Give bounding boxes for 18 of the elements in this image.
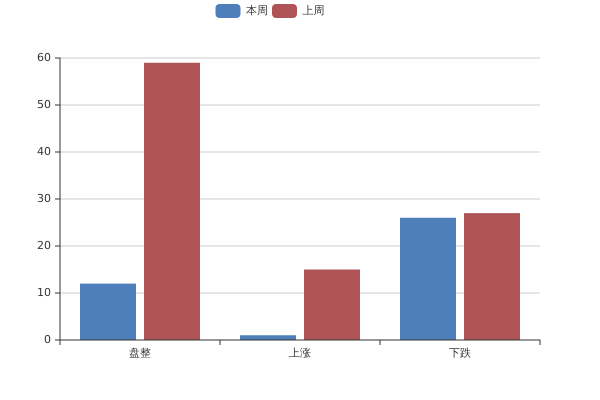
y-tick-label: 10 <box>37 286 51 299</box>
y-tick-label: 20 <box>37 238 51 252</box>
bar <box>400 218 456 340</box>
x-tick-label: 上涨 <box>289 346 311 360</box>
y-tick-label: 40 <box>37 144 51 158</box>
legend-label: 上周 <box>302 4 324 17</box>
y-tick-label: 30 <box>37 192 51 205</box>
y-tick-label: 60 <box>37 50 51 64</box>
bar <box>80 284 136 340</box>
y-tick-label: 0 <box>44 332 51 346</box>
bar <box>144 62 200 340</box>
legend-label: 本周 <box>246 4 268 17</box>
x-tick-label: 盘整 <box>129 346 151 360</box>
bar <box>464 213 520 340</box>
bar <box>240 335 296 340</box>
bar <box>304 270 360 340</box>
x-tick-label: 下跌 <box>449 346 471 360</box>
y-tick-label: 50 <box>37 98 51 111</box>
